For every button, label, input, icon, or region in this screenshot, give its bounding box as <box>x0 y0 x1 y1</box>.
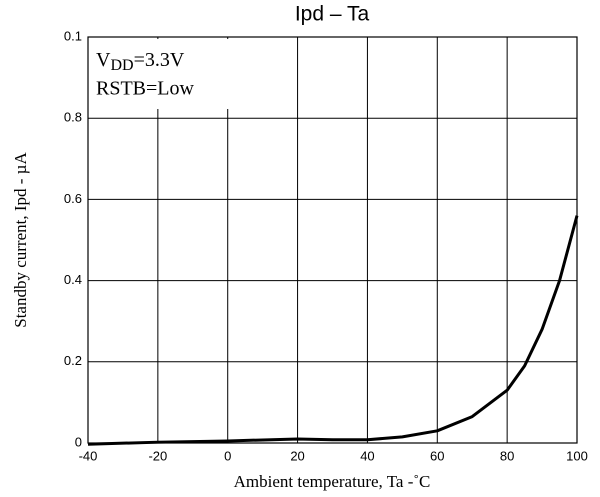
annotation-background <box>90 39 230 109</box>
y-tick-label: 0.4 <box>64 272 82 287</box>
x-tick-label: -40 <box>79 448 98 463</box>
annotation-part: V <box>96 49 111 71</box>
x-tick-label: 0 <box>224 448 231 463</box>
annotation-part: =3.3V <box>134 49 185 71</box>
x-tick-label: 20 <box>290 448 304 463</box>
x-axis-label: Ambient temperature, Ta -˚C <box>234 472 431 491</box>
y-tick-label: 0.1 <box>64 28 82 43</box>
annotation: RSTB=Low <box>96 78 195 100</box>
annotation: VDD=3.3V <box>96 49 185 74</box>
y-tick-label: 0.6 <box>64 191 82 206</box>
x-tick-label: 80 <box>500 448 514 463</box>
y-tick-label: 0.2 <box>64 353 82 368</box>
chart-title: Ipd – Ta <box>295 3 370 26</box>
x-tick-label: 60 <box>430 448 444 463</box>
x-tick-label: -20 <box>148 448 167 463</box>
plot-frame <box>87 36 578 444</box>
annotation-subscript: DD <box>110 57 133 74</box>
y-tick-label: 0 <box>75 434 82 449</box>
x-tick-label: 40 <box>360 448 374 463</box>
x-tick-label: 100 <box>566 448 588 463</box>
y-tick-label: 0.8 <box>64 110 82 125</box>
data-line <box>87 215 579 446</box>
y-axis-label: Standby current, Ipd - µA <box>11 152 30 328</box>
